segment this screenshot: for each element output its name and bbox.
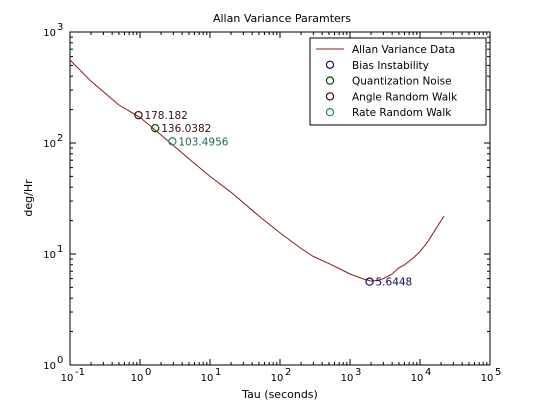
data-label: 5.6448 xyxy=(376,277,413,289)
legend-entry-label: Bias Instability xyxy=(352,60,429,72)
x-tick-label: 104 xyxy=(411,367,432,384)
legend-swatch-marker xyxy=(325,76,335,85)
legend: Allan Variance Data Bias Instability Quant… xyxy=(309,37,487,126)
y-tick-exponent: 2 xyxy=(57,133,63,144)
x-tick-base: 10 xyxy=(481,373,494,384)
data-label: 103.4956 xyxy=(178,136,228,148)
x-tick-label: 100 xyxy=(131,367,152,384)
marker-angle-random-walk xyxy=(134,110,143,120)
x-tick-base: 10 xyxy=(411,373,424,384)
y-tick-label: 103 xyxy=(43,22,63,39)
x-tick-base: 10 xyxy=(201,373,214,384)
x-tick-base: 10 xyxy=(341,373,354,384)
x-tick-label: 103 xyxy=(341,367,362,384)
data-label: 178.182 xyxy=(144,110,187,122)
legend-swatch-marker xyxy=(325,107,335,117)
x-tick-exponent: 2 xyxy=(285,367,291,378)
marker-quantization-noise xyxy=(151,123,160,133)
marker-rate-random-walk xyxy=(168,137,177,146)
legend-entry-label: Rate Random Walk xyxy=(352,107,452,119)
x-tick-base: 10 xyxy=(131,373,144,384)
y-tick-label: 100 xyxy=(43,355,63,372)
y-tick-exponent: 1 xyxy=(57,244,63,255)
x-tick-exponent: 1 xyxy=(215,367,221,378)
x-tick-label: 102 xyxy=(271,367,292,384)
y-tick-exponent: 0 xyxy=(57,355,63,366)
y-tick-base: 10 xyxy=(43,361,56,372)
x-tick-exponent: 0 xyxy=(145,367,151,378)
legend-swatch-marker xyxy=(325,92,335,101)
x-tick-base: 10 xyxy=(61,373,74,384)
legend-box xyxy=(309,37,487,126)
y-tick-label: 101 xyxy=(43,244,63,261)
legend-swatch-marker xyxy=(325,60,335,70)
legend-entry-label: Angle Random Walk xyxy=(352,91,458,103)
x-tick-label: 10-1 xyxy=(61,367,85,384)
x-tick-exponent: 5 xyxy=(495,367,501,378)
x-tick-exponent: -1 xyxy=(75,367,85,378)
y-tick-base: 10 xyxy=(43,28,56,39)
x-tick-base: 10 xyxy=(271,373,284,384)
x-tick-label: 105 xyxy=(481,367,502,384)
data-label: 136.0382 xyxy=(161,123,211,135)
x-axis-label: Tau (seconds) xyxy=(241,388,318,401)
x-tick-exponent: 3 xyxy=(355,367,361,378)
y-tick-base: 10 xyxy=(43,250,56,261)
series-line-allan-variance-data xyxy=(69,59,445,282)
x-tick-exponent: 4 xyxy=(425,367,431,378)
y-tick-exponent: 3 xyxy=(57,22,63,33)
marker-bias-instability xyxy=(365,277,374,286)
y-axis-label: deg/Hr xyxy=(22,179,35,217)
y-tick-base: 10 xyxy=(43,139,56,150)
chart-title: Allan Variance Paramters xyxy=(213,12,351,25)
legend-entry-label: Quantization Noise xyxy=(352,76,452,88)
x-tick-label: 101 xyxy=(201,367,222,384)
y-tick-label: 102 xyxy=(43,133,63,150)
legend-entry-label: Allan Variance Data xyxy=(352,44,455,56)
